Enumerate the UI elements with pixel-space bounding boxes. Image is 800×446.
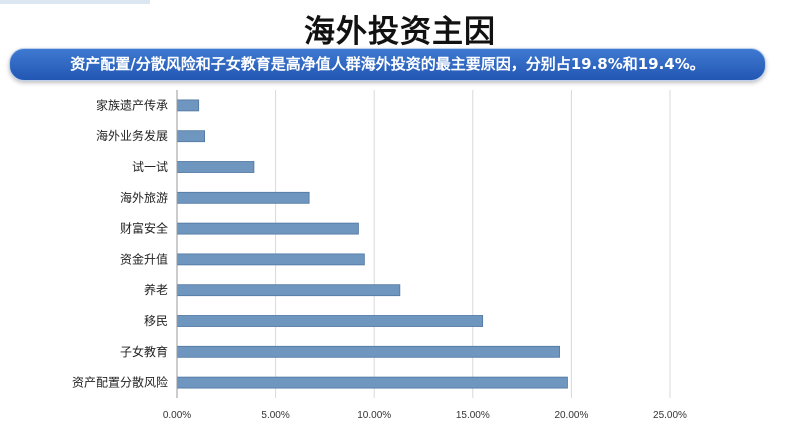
- bar: [176, 99, 200, 112]
- bar: [176, 253, 365, 266]
- page-title: 海外投资主因: [304, 14, 496, 50]
- bar: [176, 376, 568, 389]
- x-tick-label: 0.00%: [163, 410, 191, 421]
- bar: [176, 191, 310, 204]
- category-label: 试一试: [132, 159, 168, 174]
- bar: [176, 222, 359, 235]
- x-tick-label: 5.00%: [261, 410, 289, 421]
- bar: [176, 130, 206, 143]
- summary-banner: 资产配置/分散风险和子女教育是高净值人群海外投资的最主要原因，分别占19.8%和…: [9, 48, 766, 81]
- x-tick-label: 20.00%: [554, 410, 588, 421]
- category-label: 海外业务发展: [96, 128, 168, 143]
- category-label: 养老: [144, 282, 168, 297]
- category-label: 子女教育: [120, 344, 168, 359]
- top-accent-bar: [0, 0, 150, 4]
- bar: [176, 161, 255, 173]
- bar: [176, 284, 401, 297]
- bar: [176, 345, 560, 358]
- category-label: 资金升值: [120, 251, 168, 266]
- x-tick-label: 10.00%: [357, 410, 391, 421]
- category-label: 财富安全: [120, 221, 168, 236]
- category-label: 海外旅游: [120, 190, 168, 205]
- category-label: 移民: [144, 314, 168, 328]
- bar: [176, 315, 484, 327]
- category-label: 资产配置分散风险: [72, 375, 168, 390]
- category-label: 家族遗产传承: [96, 97, 168, 112]
- x-tick-label: 15.00%: [456, 410, 490, 421]
- x-tick-label: 25.00%: [653, 410, 687, 421]
